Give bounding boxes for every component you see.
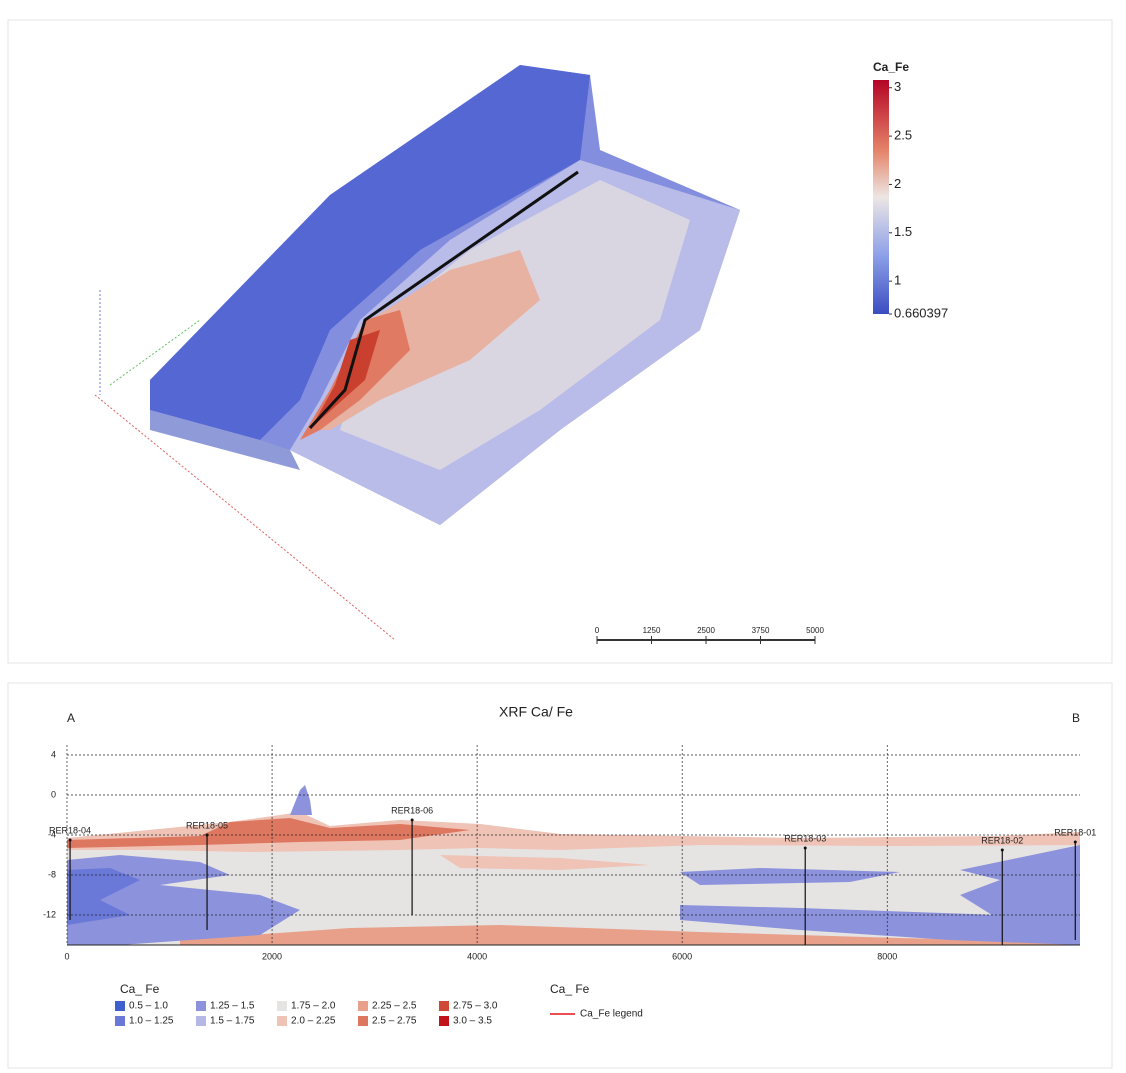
borehole-collar — [205, 833, 209, 837]
borehole-collar — [1000, 848, 1004, 852]
legend-label: 2.5 – 2.75 — [372, 1016, 417, 1027]
x-tick-label: 2000 — [262, 951, 282, 961]
end-label: B — [1072, 711, 1080, 725]
scale-tick-label: 1250 — [643, 626, 661, 635]
legend-swatch — [439, 1001, 449, 1011]
borehole-label: RER18-01 — [1054, 827, 1096, 837]
colorbar-title: Ca_Fe — [873, 60, 909, 74]
legend-swatch — [358, 1001, 368, 1011]
legend-label: 0.5 – 1.0 — [129, 1001, 168, 1012]
colorbar-tick-label: 1 — [894, 273, 901, 288]
borehole-label: RER18-03 — [784, 833, 826, 843]
borehole-collar — [68, 838, 72, 842]
y-tick-label: -12 — [43, 909, 56, 919]
y-tick-label: 0 — [51, 789, 56, 799]
section-fill — [67, 785, 1080, 945]
legend-title: Ca_ Fe — [120, 982, 160, 996]
x-tick-label: 4000 — [467, 951, 487, 961]
legend-label: 2.75 – 3.0 — [453, 1001, 498, 1012]
end-label: A — [67, 711, 75, 725]
x-tick-label: 8000 — [877, 951, 897, 961]
colorbar-tick-label: 0.660397 — [894, 305, 948, 320]
legend-label: 1.5 – 1.75 — [210, 1016, 255, 1027]
legend-label: 1.0 – 1.25 — [129, 1016, 174, 1027]
y-tick-label: -4 — [48, 829, 56, 839]
legend-label: 2.0 – 2.25 — [291, 1016, 336, 1027]
legend-swatch — [115, 1016, 125, 1026]
scale-tick-label: 0 — [595, 626, 600, 635]
colorbar-tick-label: 1.5 — [894, 224, 912, 239]
x-tick-label: 6000 — [672, 951, 692, 961]
legend-swatch — [277, 1001, 287, 1011]
legend-swatch — [439, 1016, 449, 1026]
x-tick-label: 0 — [64, 951, 69, 961]
legend-label: 3.0 – 3.5 — [453, 1016, 492, 1027]
legend-swatch — [358, 1016, 368, 1026]
chart-title: XRF Ca/ Fe — [499, 704, 573, 720]
borehole-collar — [410, 818, 414, 822]
y-tick-label: -8 — [48, 869, 56, 879]
legend-swatch — [277, 1016, 287, 1026]
borehole-collar — [803, 846, 807, 850]
colorbar-tick-label: 2.5 — [894, 128, 912, 143]
legend-swatch — [196, 1016, 206, 1026]
colorbar-tick-label: 2 — [894, 176, 901, 191]
borehole-collar — [1073, 840, 1077, 844]
scale-tick-label: 5000 — [806, 626, 824, 635]
scale-tick-label: 3750 — [752, 626, 770, 635]
borehole-label: RER18-04 — [49, 825, 91, 835]
legend-swatch — [115, 1001, 125, 1011]
legend-title: Ca_ Fe — [550, 982, 590, 996]
borehole-label: RER18-02 — [981, 835, 1023, 845]
model-3d — [94, 65, 740, 641]
legend-label: 1.25 – 1.5 — [210, 1001, 255, 1012]
colorbar-tick-label: 3 — [894, 79, 901, 94]
legend-swatch — [196, 1001, 206, 1011]
legend-label: 2.25 – 2.5 — [372, 1001, 417, 1012]
legend-label: 1.75 – 2.0 — [291, 1001, 336, 1012]
y-tick-label: 4 — [51, 749, 56, 759]
legend-label: Ca_Fe legend — [580, 1009, 643, 1020]
borehole-label: RER18-05 — [186, 820, 228, 830]
borehole-label: RER18-06 — [391, 805, 433, 815]
scale-tick-label: 2500 — [697, 626, 715, 635]
colorbar — [873, 80, 889, 314]
